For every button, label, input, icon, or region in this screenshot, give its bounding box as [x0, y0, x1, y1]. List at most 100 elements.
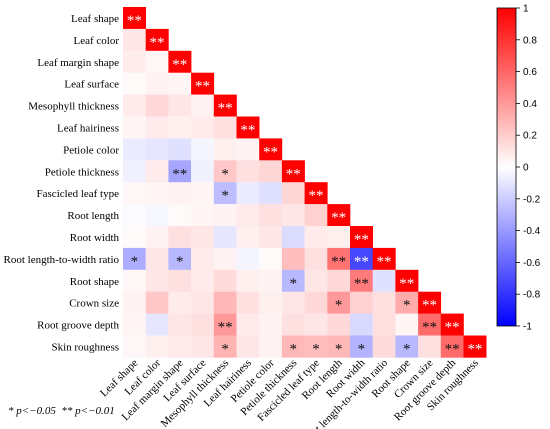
heatmap-cell: [304, 182, 328, 205]
heatmap-cell: [418, 313, 442, 336]
significance-marker: *: [312, 341, 320, 357]
heatmap-cell: [191, 94, 215, 117]
row-label: Leaf color: [74, 35, 120, 47]
heatmap-cell: [372, 291, 396, 314]
heatmap-cell: [213, 269, 237, 292]
heatmap-cell: [123, 160, 146, 183]
heatmap-cell: [123, 247, 146, 271]
significance-marker: **: [422, 320, 437, 336]
significance-marker: *: [335, 341, 343, 357]
heatmap-cell: [236, 138, 260, 161]
heatmap-cell: [304, 247, 328, 271]
heatmap-cell: [259, 204, 283, 227]
heatmap-cell: [236, 247, 260, 271]
heatmap-cell: [259, 291, 283, 314]
heatmap-cell: [327, 247, 351, 271]
heatmap-cell: [281, 226, 305, 249]
heatmap-cell: [440, 335, 464, 358]
heatmap-cell: [123, 291, 146, 314]
heatmap-cell: [463, 335, 487, 358]
significance-marker: **: [377, 254, 392, 270]
heatmap-cell: [145, 226, 169, 249]
heatmap-cell: [327, 313, 351, 336]
significance-marker: *: [403, 298, 411, 314]
heatmap-cell: [259, 269, 283, 292]
heatmap-cell: [123, 116, 146, 139]
colorbar-tick-label: 0.2: [523, 131, 537, 142]
colorbar-tick-label: 0: [523, 163, 529, 174]
heatmap-cell: [395, 291, 419, 314]
colorbar-tick-label: 0.6: [523, 67, 537, 78]
heatmap-cell: [350, 226, 373, 249]
heatmap-cell: [304, 335, 328, 358]
significance-marker: **: [218, 320, 233, 336]
significance-marker: **: [445, 341, 460, 357]
significance-marker: **: [127, 13, 142, 29]
heatmap-cell: [372, 313, 396, 336]
heatmap-cells: [123, 7, 487, 358]
row-label: Root width: [70, 232, 120, 244]
row-label: Petiole thickness: [45, 166, 119, 178]
significance-marker: **: [263, 144, 278, 160]
heatmap-cell: [145, 182, 169, 205]
row-label: Crown size: [69, 298, 119, 310]
heatmap-cell: [123, 269, 146, 292]
heatmap-cell: [191, 291, 215, 314]
heatmap-cell: [168, 291, 192, 314]
significance-marker: **: [172, 57, 187, 73]
significance-marker: *: [290, 276, 298, 292]
heatmap-cell: [168, 116, 192, 139]
heatmap-cell: [304, 313, 328, 336]
heatmap-cell: [168, 335, 192, 358]
heatmap-cell: [168, 204, 192, 227]
heatmap-cell: [213, 226, 237, 249]
heatmap-cell: [236, 226, 260, 249]
significance-marker: **: [331, 254, 346, 270]
heatmap-cell: [304, 269, 328, 292]
significance-marker: *: [176, 254, 184, 270]
heatmap-cell: [168, 94, 192, 117]
row-label: Leaf surface: [64, 79, 119, 91]
heatmap-cell: [191, 247, 215, 271]
heatmap-cell: [123, 182, 146, 205]
row-label: Leaf margin shape: [37, 57, 119, 69]
heatmap-cell: [123, 226, 146, 249]
heatmap-cell: [259, 160, 283, 183]
heatmap-cell: [168, 269, 192, 292]
colorbar-tick-label: -0.2: [523, 194, 541, 205]
significance-marker: **: [354, 254, 369, 270]
heatmap-cell: [145, 204, 169, 227]
row-label: Root length-to-width ratio: [4, 254, 120, 266]
significance-marker: *: [221, 166, 229, 182]
heatmap-cell: [123, 72, 146, 95]
heatmap-cell: [145, 313, 169, 336]
significance-marker: **: [445, 320, 460, 336]
heatmap-cell: [372, 335, 396, 358]
heatmap-cell: [145, 28, 169, 52]
heatmap-cell: [259, 335, 283, 358]
heatmap-cell: [145, 72, 169, 95]
significance-marker: **: [354, 232, 369, 248]
heatmap-cell: [213, 204, 237, 227]
heatmap-cell: [372, 269, 396, 292]
heatmap-cell: [281, 269, 305, 292]
significance-marker: **: [331, 210, 346, 226]
heatmap-cell: [259, 247, 283, 271]
heatmap-cell: [327, 204, 351, 227]
significance-marker: **: [467, 341, 482, 357]
heatmap-cell: [213, 182, 237, 205]
row-label: Root groove depth: [37, 320, 119, 332]
heatmap-cell: [145, 247, 169, 271]
heatmap-cell: [440, 313, 464, 336]
heatmap-cell: [123, 94, 146, 117]
heatmap-cell: [236, 269, 260, 292]
row-label: Leaf shape: [71, 13, 119, 25]
heatmap-cell: [145, 138, 169, 161]
heatmap-cell: [259, 313, 283, 336]
heatmap-cell: [281, 313, 305, 336]
heatmap-cell: [281, 182, 305, 205]
significance-marker: *: [403, 341, 411, 357]
heatmap-cell: [350, 291, 373, 314]
heatmap-cell: [281, 335, 305, 358]
heatmap-cell: [145, 116, 169, 139]
